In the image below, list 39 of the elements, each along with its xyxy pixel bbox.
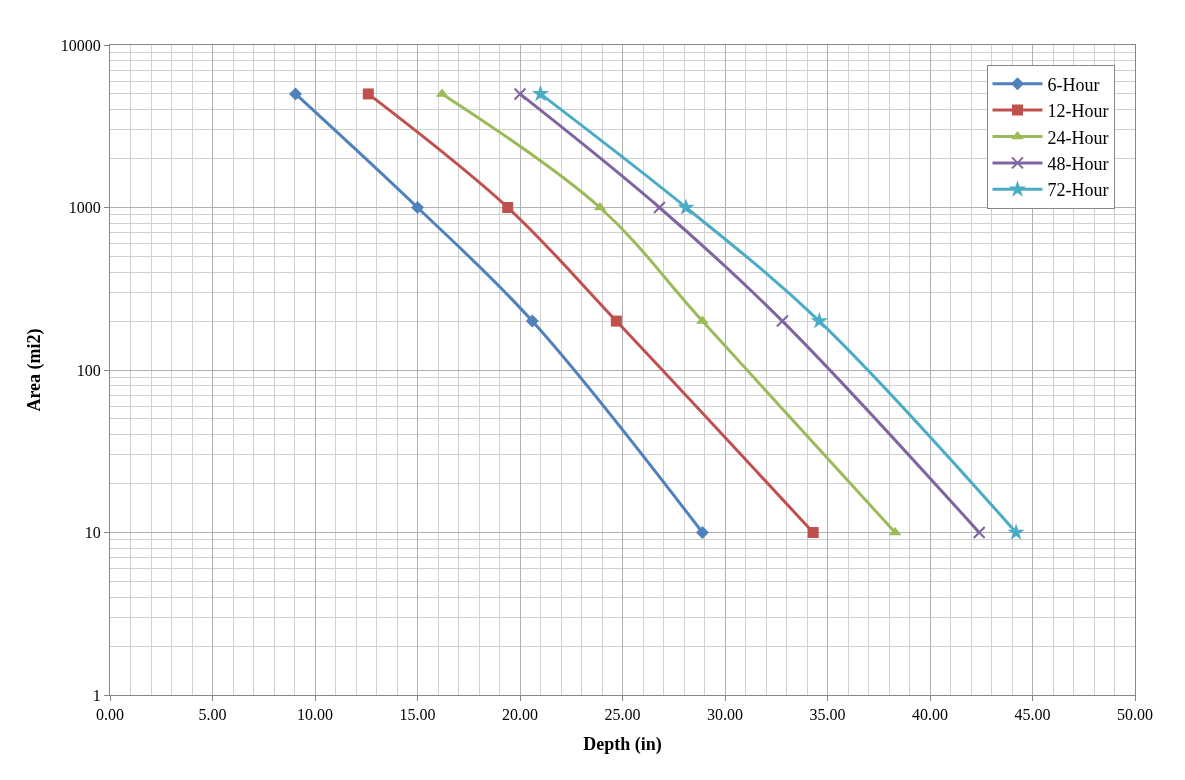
y-tick-label: 1000 — [68, 199, 101, 217]
x-tick-label: 50.00 — [1117, 706, 1153, 724]
y-tick-label: 10000 — [60, 36, 101, 54]
y-axis-title: Area (mi2) — [24, 328, 45, 412]
x-tick-label: 0.00 — [96, 706, 124, 724]
point — [289, 87, 303, 101]
x-tick-label: 5.00 — [198, 706, 227, 724]
point — [411, 201, 424, 214]
point — [695, 526, 709, 539]
point — [1007, 523, 1025, 540]
legend-label: 48-Hour — [1047, 153, 1109, 174]
point — [652, 201, 666, 214]
y-tick-label: 10 — [84, 524, 101, 542]
point — [775, 314, 789, 328]
x-tick-label: 35.00 — [809, 706, 846, 724]
legend-label: 72-Hour — [1047, 180, 1109, 201]
point — [362, 88, 374, 100]
y-tick-label: 100 — [76, 361, 101, 379]
legend-label: 12-Hour — [1047, 101, 1109, 122]
point — [610, 315, 622, 327]
y-tick-label: 1 — [92, 686, 101, 704]
x-tick-label: 20.00 — [502, 706, 538, 724]
x-tick-label: 40.00 — [912, 706, 948, 724]
x-tick-label: 25.00 — [604, 706, 641, 724]
x-tick-label: 15.00 — [399, 706, 436, 724]
point — [513, 87, 527, 101]
point — [677, 198, 695, 215]
x-axis-title: Depth (in) — [583, 734, 662, 756]
point — [531, 84, 550, 102]
legend-label: 24-Hour — [1047, 127, 1109, 148]
x-tick-label: 10.00 — [297, 706, 333, 724]
legend-label: 6-Hour — [1047, 74, 1100, 95]
point — [810, 311, 828, 329]
x-tick-label: 45.00 — [1014, 706, 1051, 724]
x-tick-label: 30.00 — [707, 706, 743, 724]
point — [502, 202, 514, 213]
point — [807, 527, 819, 538]
point — [972, 526, 986, 539]
point — [525, 314, 539, 328]
